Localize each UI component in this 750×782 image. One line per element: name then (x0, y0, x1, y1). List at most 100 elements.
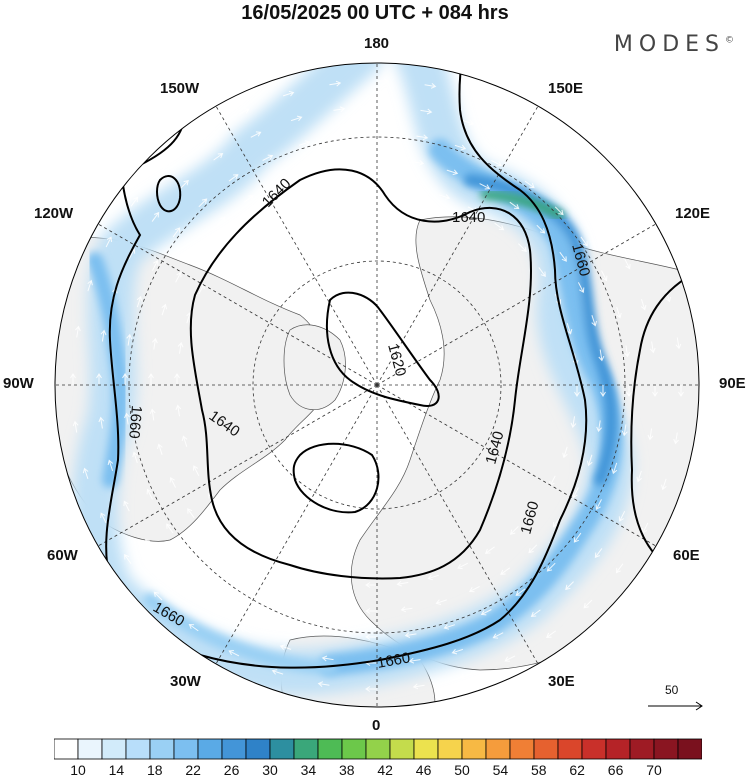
wind-vector (149, 408, 156, 421)
wind-vector (514, 113, 526, 120)
wind-vector (546, 630, 556, 638)
colorbar-swatch (509, 738, 535, 760)
wind-vector (130, 196, 139, 207)
contour-1620-atlantic (292, 442, 380, 514)
wind-vector (279, 644, 292, 650)
meridian-line (91, 219, 378, 386)
wind-vector (290, 115, 303, 122)
wind-vector (208, 536, 218, 546)
colorbar-labels: 10 14 18 22 26 30 34 38 42 46 50 54 58 62 66 70 (0, 762, 750, 782)
lon-label-120w: 120W (34, 205, 74, 222)
wind-vector (573, 532, 582, 543)
colorbar-tick-label: 58 (531, 762, 547, 778)
wind-vector (315, 189, 327, 196)
wind-vector (262, 154, 274, 161)
wind-vector (249, 539, 260, 548)
wind-vector (400, 606, 413, 613)
wind-vector (518, 243, 527, 253)
wind-vector (502, 136, 514, 144)
jet-band-south (143, 593, 337, 675)
colorbar-swatch (461, 738, 487, 760)
colorbar-swatch (293, 738, 319, 760)
wind-vector (591, 169, 601, 179)
wind-vector (438, 194, 451, 200)
wind-vector (174, 373, 180, 385)
wind-vector (566, 323, 573, 335)
wind-vector (580, 236, 588, 247)
meridian-line (376, 384, 663, 551)
wind-vector (622, 206, 630, 216)
wind-vector (100, 512, 107, 524)
wind-vector (555, 138, 566, 147)
wind-vector (329, 604, 342, 610)
map-title: 16/05/2025 00 UTC + 084 hrs (241, 2, 509, 24)
colorbar-swatch (269, 738, 295, 760)
colorbar-tick-label: 62 (569, 762, 585, 778)
wind-vector (531, 502, 540, 513)
colorbar-swatch (389, 738, 415, 760)
colorbar-tick-label: 22 (185, 762, 201, 778)
wind-vector (132, 451, 138, 464)
wind-vector (271, 669, 284, 675)
wind-vector (175, 271, 182, 283)
wind-vector (459, 673, 472, 680)
wind-vector (161, 161, 171, 171)
wind-vector (100, 329, 107, 342)
colorbar-swatch (125, 738, 151, 760)
colorbar-tick-label: 50 (454, 762, 470, 778)
wind-vector (596, 420, 602, 433)
wind-vector (365, 608, 377, 614)
wind-vector (192, 465, 200, 477)
colorbar-swatch (173, 738, 199, 760)
wind-vector (377, 78, 389, 84)
wind-vector (484, 546, 495, 554)
colorbar-tick-label: 10 (70, 762, 86, 778)
wind-vector (377, 156, 389, 162)
wind-vector (420, 108, 433, 115)
wind-vector (479, 183, 491, 190)
wind-vector (171, 573, 181, 582)
wind-vector (412, 683, 425, 690)
colorbar-swatch (54, 738, 79, 760)
wind-vector (365, 582, 377, 588)
meridian-line (91, 384, 378, 551)
wind-vector (615, 563, 624, 574)
wind-vector (198, 283, 205, 295)
lon-label-90e: 90E (719, 375, 746, 392)
colorbar-swatch (221, 738, 247, 760)
wind-vector (647, 428, 654, 441)
wind-vector (470, 95, 483, 101)
lon-label-120e: 120E (675, 205, 711, 222)
wind-vector (492, 632, 504, 639)
wind-vector (228, 174, 239, 182)
wind-vector (396, 580, 409, 587)
wind-vector (198, 132, 208, 140)
colorbar-tick-label: 66 (607, 762, 624, 778)
colorbar-swatch (77, 738, 103, 760)
wind-vector (678, 385, 684, 397)
colorbar-swatch (533, 738, 559, 760)
wind-vector (552, 517, 561, 528)
meridian-line (376, 99, 543, 386)
wind-vector (594, 548, 603, 559)
wind-vector (287, 619, 300, 626)
wind-vector (675, 337, 682, 350)
wind-vector (145, 538, 153, 549)
lon-label-30w: 30W (170, 673, 201, 690)
colorbar-tick-label: 38 (339, 762, 355, 778)
wind-vector (554, 206, 564, 216)
meridian-line (211, 384, 378, 671)
wind-vector (325, 629, 338, 636)
wind-vector (263, 580, 275, 587)
wind-vector (647, 246, 654, 258)
wind-vector (151, 211, 160, 222)
wind-vector (412, 160, 425, 166)
wind-vector (166, 523, 174, 534)
wind-vector (321, 655, 334, 662)
wind-vector (251, 603, 263, 610)
wind-vector (98, 416, 105, 429)
wind-vector (583, 599, 593, 609)
lon-label-30e: 30E (548, 673, 575, 690)
wind-vector (107, 459, 114, 472)
